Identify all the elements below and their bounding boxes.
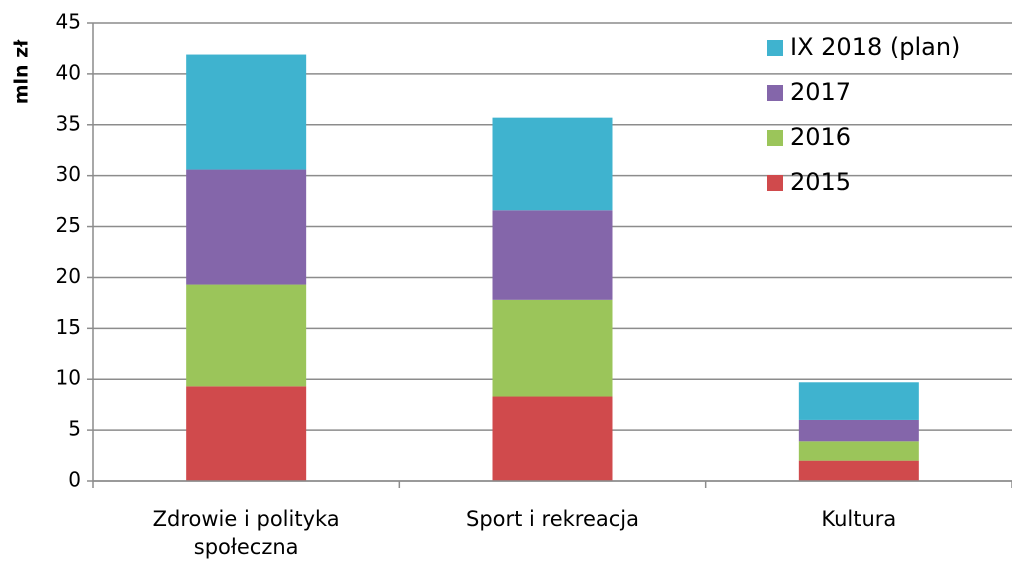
- bar-segment: [798, 441, 919, 461]
- bar-segment: [186, 169, 307, 285]
- y-axis-label: mln zł: [11, 39, 33, 105]
- bar-segment: [492, 299, 613, 397]
- legend-label: 2015: [790, 168, 851, 196]
- bar-segment: [492, 396, 613, 481]
- x-tick-label: Kultura: [821, 507, 897, 531]
- y-tick-label: 25: [56, 213, 81, 237]
- x-tick-label: Zdrowie i polityka społeczna: [152, 507, 340, 559]
- legend-swatch: [767, 175, 783, 191]
- y-tick-label: 45: [56, 10, 81, 34]
- x-tick-label: Sport i rekreacja: [465, 507, 640, 531]
- bar-segment: [186, 386, 307, 481]
- bar-segment: [492, 117, 613, 211]
- legend-swatch: [767, 130, 783, 146]
- y-tick-label: 15: [56, 315, 81, 339]
- legend-label: 2016: [790, 123, 851, 151]
- bar-segment: [798, 460, 919, 481]
- bar-segment: [186, 284, 307, 387]
- y-tick-label: 20: [56, 264, 81, 288]
- legend-swatch: [767, 40, 783, 56]
- legend-label: IX 2018 (plan): [790, 33, 960, 61]
- bar-segment: [492, 210, 613, 300]
- bar-segment: [798, 382, 919, 420]
- y-tick-label: 10: [56, 366, 81, 390]
- bar-segment: [186, 54, 307, 170]
- y-tick-label: 0: [68, 468, 81, 492]
- legend-label: 2017: [790, 78, 851, 106]
- y-tick-label: 5: [68, 417, 81, 441]
- y-tick-label: 35: [56, 111, 81, 135]
- legend-swatch: [767, 85, 783, 101]
- bar-segment: [798, 419, 919, 442]
- y-tick-label: 40: [56, 60, 81, 84]
- y-tick-label: 30: [56, 162, 81, 186]
